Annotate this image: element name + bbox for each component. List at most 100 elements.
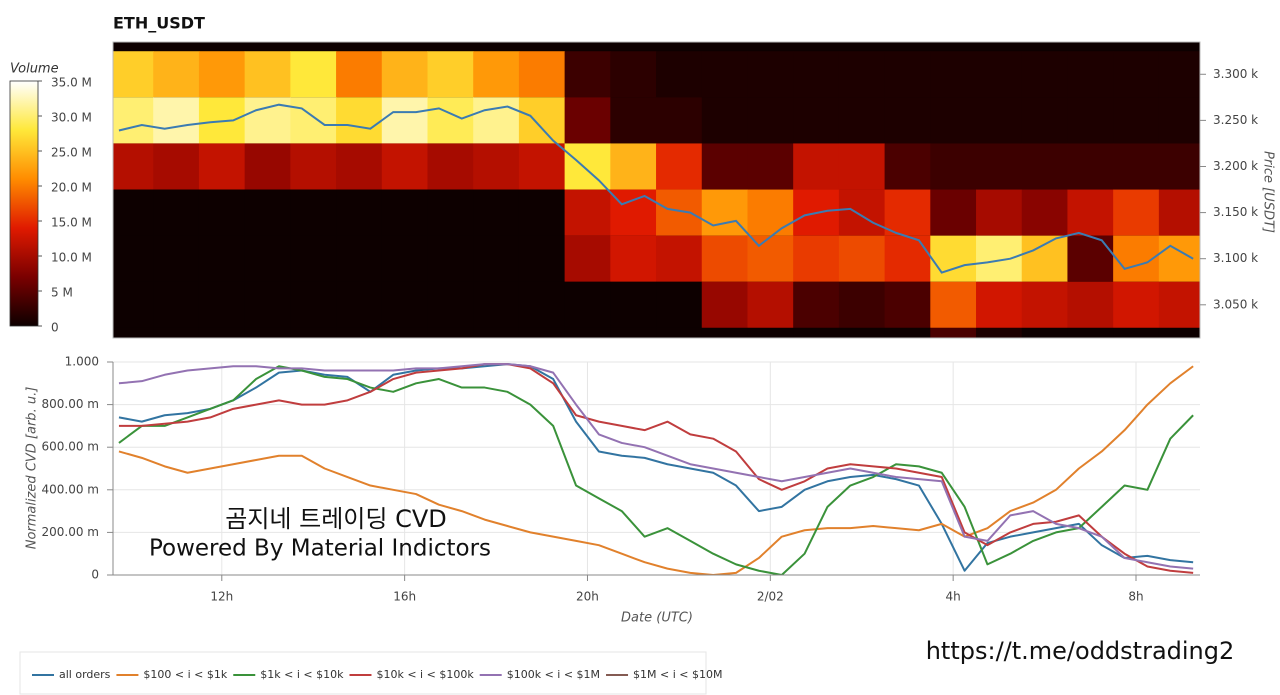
colorbar-tick-label: 20.0 M: [51, 181, 92, 195]
heatmap-cell: [1158, 189, 1200, 236]
y2-tick-label: 3.250 k: [1213, 113, 1258, 127]
heatmap-cell: [838, 281, 886, 328]
y-tick-label: 400.00 m: [42, 482, 100, 496]
heatmap-cell: [198, 327, 246, 338]
heatmap-cell: [976, 327, 1023, 338]
watermark-subtitle: Powered By Material Indictors: [149, 536, 491, 562]
heatmap-cell: [336, 143, 383, 190]
heatmap-cell: [1067, 281, 1114, 328]
heatmap-cell: [930, 189, 977, 236]
heatmap-cell: [113, 51, 154, 98]
heatmap-cell: [244, 143, 291, 190]
x-tick-label: 8h: [1128, 590, 1143, 604]
legend-label: all orders: [59, 668, 111, 681]
heatmap-cell: [381, 51, 428, 98]
legend-label: $100k < i < $1M: [507, 668, 600, 681]
heatmap-cell: [884, 51, 931, 98]
series-line: [118, 365, 1194, 575]
legend-label: $100 < i < $1k: [143, 668, 227, 681]
series-line: [118, 363, 1194, 572]
heatmap-cell: [930, 327, 977, 338]
heatmap-cell: [1021, 189, 1068, 236]
heatmap-cell: [113, 327, 154, 338]
series-line: [118, 363, 1194, 570]
heatmap-cell: [153, 143, 200, 190]
heatmap-cell: [198, 235, 246, 282]
heatmap-cell: [1113, 51, 1160, 98]
heatmap-cell: [793, 51, 840, 98]
heatmap-cell: [427, 235, 474, 282]
legend-box: [19, 651, 707, 695]
heatmap-cell: [701, 51, 748, 98]
heatmap-cell: [747, 281, 794, 328]
heatmap-cell: [838, 143, 886, 190]
heatmap-cell: [656, 189, 703, 236]
heatmap-cell: [336, 189, 383, 236]
heatmap-cell: [656, 235, 703, 282]
heatmap-cell: [1067, 143, 1114, 190]
heatmap-cell: [153, 327, 200, 338]
x-tick-label: 16h: [393, 590, 416, 604]
heatmap-cell: [564, 281, 611, 328]
heatmap-cell: [610, 97, 657, 144]
legend-label: $1M < i < $10M: [633, 668, 722, 681]
heatmap-cell: [290, 327, 337, 338]
heatmap-cell: [610, 327, 657, 338]
heatmap-cell: [1067, 235, 1114, 282]
legend-label: $1k < i < $10k: [260, 668, 344, 681]
heatmap-cell: [884, 281, 931, 328]
heatmap-cell: [198, 51, 246, 98]
heatmap-cell: [930, 235, 977, 282]
heatmap-cell: [1067, 51, 1114, 98]
heatmap-cell: [747, 327, 794, 338]
heatmap-cell: [381, 327, 428, 338]
heatmap-cell: [656, 97, 703, 144]
chart-title: ETH_USDT: [113, 14, 205, 33]
y-tick-label: 200.00 m: [42, 525, 100, 539]
x-tick-label: 12h: [210, 590, 233, 604]
heatmap-cell: [518, 189, 566, 236]
heatmap-cell: [290, 189, 337, 236]
heatmap-cell: [113, 235, 154, 282]
heatmap-cell: [564, 97, 611, 144]
heatmap-cell: [1158, 327, 1200, 338]
colorbar-tick-label: 5 M: [51, 286, 73, 300]
plot-background: [113, 362, 1200, 575]
heatmap-cell: [198, 281, 246, 328]
colorbar-tick-label: 30.0 M: [51, 111, 92, 125]
colorbar: [9, 80, 39, 327]
heatmap-cell: [381, 235, 428, 282]
heatmap-cell: [930, 97, 977, 144]
heatmap-cell: [747, 235, 794, 282]
heatmap-cell: [1067, 327, 1114, 338]
heatmap-cell: [518, 51, 566, 98]
heatmap-cell: [976, 281, 1023, 328]
heatmap-cell: [244, 189, 291, 236]
heatmap-cell: [1021, 235, 1068, 282]
colorbar-tick-label: 35.0 M: [51, 76, 92, 90]
heatmap-cell: [1113, 281, 1160, 328]
heatmap-cell: [793, 235, 840, 282]
heatmap-cell: [610, 51, 657, 98]
heatmap-cell: [610, 189, 657, 236]
heatmap-cell: [976, 51, 1023, 98]
heatmap-cell: [290, 143, 337, 190]
heatmap-cell: [518, 327, 566, 338]
heatmap-cell: [1158, 97, 1200, 144]
heatmap-cell: [564, 327, 611, 338]
heatmap-cell: [113, 143, 154, 190]
heatmap-cell: [427, 97, 474, 144]
heatmap-cell: [884, 143, 931, 190]
heatmap-cell: [518, 97, 566, 144]
heatmap-cell: [153, 235, 200, 282]
heatmap-cell: [564, 51, 611, 98]
heatmap-cell: [473, 143, 520, 190]
series-lines: [118, 363, 1194, 575]
heatmap-cell: [473, 281, 520, 328]
heatmap-cell: [113, 97, 154, 144]
heatmap-cell: [473, 51, 520, 98]
y2-tick-label: 3.300 k: [1213, 67, 1258, 81]
x-tick-label: 4h: [946, 590, 961, 604]
